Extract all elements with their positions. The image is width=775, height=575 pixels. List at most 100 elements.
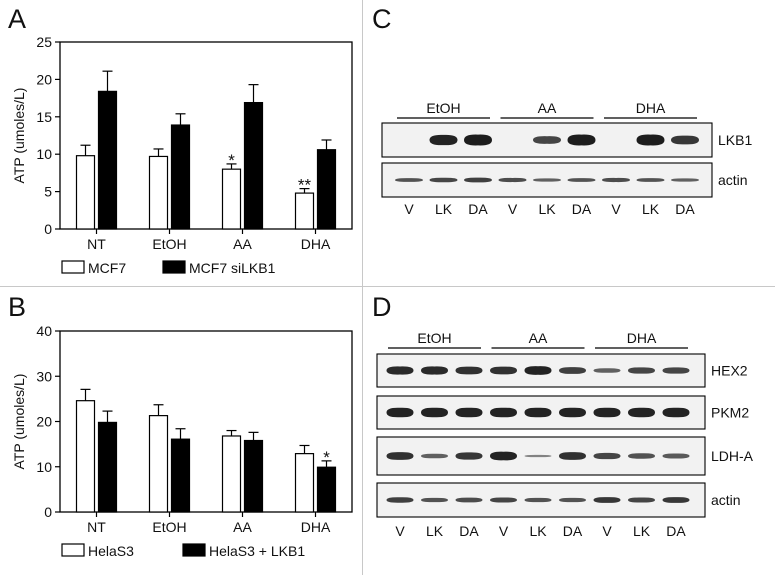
y-tick-label: 40 — [36, 323, 52, 339]
protein-band — [490, 407, 517, 418]
plot-frame — [59, 41, 353, 230]
x-tick-label: NT — [87, 236, 106, 252]
y-tick-label: 15 — [36, 109, 52, 125]
protein-band — [498, 177, 527, 183]
protein-band — [662, 453, 690, 459]
protein-band — [636, 134, 665, 146]
protein-band — [559, 367, 586, 374]
legend-label: MCF7 siLKB1 — [189, 260, 276, 276]
significance-marker: ** — [298, 176, 312, 195]
lane-label: DA — [563, 523, 583, 539]
legend-label: HelaS3 — [88, 543, 134, 559]
protein-band — [662, 407, 690, 418]
y-tick-label: 10 — [36, 459, 52, 475]
protein-band — [593, 407, 621, 418]
lane-label: DA — [572, 201, 592, 217]
protein-band — [559, 452, 586, 460]
chart-b: 0 10 20 30 40 ATP (umoles/L) NT EtOH AA DHA * HelaS… — [11, 323, 353, 559]
protein-band — [395, 178, 423, 182]
y-axis-label: ATP (umoles/L) — [11, 88, 27, 184]
x-tick-label: DHA — [301, 519, 331, 535]
band-label: PKM2 — [711, 405, 749, 421]
protein-band — [524, 407, 552, 418]
protein-band — [559, 497, 586, 503]
protein-band — [628, 497, 655, 503]
x-tick-label: EtOH — [152, 236, 186, 252]
protein-band — [628, 367, 655, 374]
protein-band — [455, 452, 483, 460]
x-tick-label: DHA — [301, 236, 331, 252]
y-tick-label: 20 — [36, 414, 52, 430]
band-label: HEX2 — [711, 363, 748, 379]
protein-band — [662, 367, 690, 374]
y-tick-label: 25 — [36, 34, 52, 50]
panel-label-c: C — [372, 4, 392, 34]
protein-band — [386, 497, 414, 503]
significance-marker: * — [323, 448, 330, 467]
lane-label: LK — [642, 201, 660, 217]
x-tick-label: AA — [233, 519, 252, 535]
lane-label: LK — [538, 201, 556, 217]
y-tick-label: 0 — [44, 504, 52, 520]
protein-band — [628, 453, 655, 459]
group-label: EtOH — [417, 330, 451, 346]
protein-band — [593, 452, 621, 460]
legend-label: MCF7 — [88, 260, 126, 276]
lane-label: V — [404, 201, 414, 217]
vertical-divider — [362, 0, 363, 575]
protein-band — [567, 178, 596, 182]
panel-label-a: A — [8, 4, 27, 34]
protein-band — [593, 497, 621, 503]
lane-label: LK — [435, 201, 453, 217]
y-tick-label: 10 — [36, 146, 52, 162]
lane-label: DA — [459, 523, 479, 539]
protein-band — [429, 134, 458, 146]
x-tick-label: EtOH — [152, 519, 186, 535]
protein-band — [490, 497, 517, 503]
group-label: EtOH — [426, 100, 460, 116]
lane-label: LK — [633, 523, 651, 539]
lane-label: DA — [666, 523, 686, 539]
protein-band — [662, 497, 690, 503]
y-tick-label: 5 — [44, 184, 52, 200]
lane-label: V — [602, 523, 612, 539]
protein-band — [602, 177, 630, 183]
group-label: AA — [529, 330, 548, 346]
legend-swatch — [61, 260, 85, 274]
y-tick-label: 20 — [36, 71, 52, 87]
panel-label-d: D — [372, 292, 392, 322]
y-axis-label: ATP (umoles/L) — [11, 374, 27, 470]
lane-label: V — [499, 523, 509, 539]
legend-label: HelaS3 + LKB1 — [209, 543, 305, 559]
y-tick-label: 30 — [36, 368, 52, 384]
band-label: LDH-A — [711, 448, 754, 464]
protein-band — [533, 136, 561, 144]
legend-swatch — [61, 543, 85, 557]
band-label: actin — [711, 492, 741, 508]
protein-band — [421, 497, 448, 503]
legend-swatch — [162, 260, 186, 274]
group-label: DHA — [627, 330, 657, 346]
band-label: LKB1 — [718, 132, 752, 148]
lane-label: V — [611, 201, 621, 217]
protein-band — [593, 368, 621, 373]
protein-band — [524, 366, 552, 375]
group-label: DHA — [636, 100, 666, 116]
x-tick-label: NT — [87, 519, 106, 535]
y-tick-label: 0 — [44, 221, 52, 237]
lane-label: V — [395, 523, 405, 539]
x-tick-label: AA — [233, 236, 252, 252]
protein-band — [567, 134, 596, 146]
protein-band — [524, 454, 552, 458]
protein-band — [421, 407, 448, 418]
protein-band — [671, 178, 699, 182]
protein-band — [636, 178, 665, 182]
protein-band — [429, 177, 458, 183]
protein-band — [464, 134, 492, 146]
group-label: AA — [538, 100, 557, 116]
lane-label: LK — [426, 523, 444, 539]
lane-label: V — [508, 201, 518, 217]
horizontal-divider — [0, 286, 775, 287]
protein-band — [421, 453, 448, 459]
